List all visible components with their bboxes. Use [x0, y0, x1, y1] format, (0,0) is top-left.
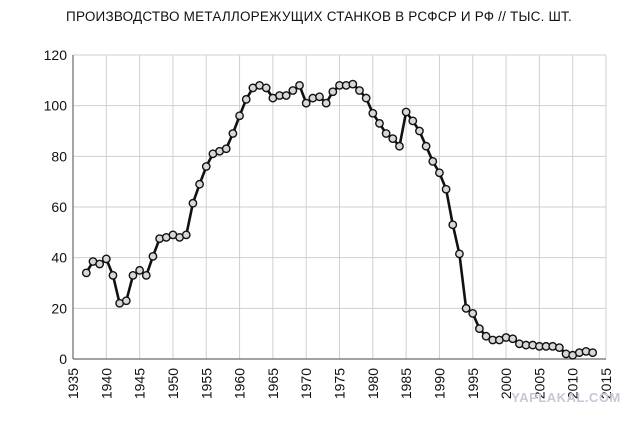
data-point: [221, 144, 231, 154]
x-tick-label: 1990: [431, 368, 447, 399]
data-point: [201, 162, 211, 171]
y-tick-label: 80: [51, 148, 67, 164]
y-tick-labels: 0 20 40 60 80 100 120: [44, 47, 68, 367]
y-tick-label: 100: [44, 98, 68, 114]
data-point: [408, 116, 418, 126]
data-point: [128, 270, 138, 280]
data-point: [401, 107, 411, 117]
data-point: [108, 270, 118, 280]
chart-title: ПРОИЗВОДСТВО МЕТАЛЛОРЕЖУЩИХ СТАНКОВ В РС…: [66, 9, 572, 24]
x-tick-label: 1945: [132, 368, 148, 399]
data-point: [281, 91, 291, 100]
data-point: [381, 129, 391, 138]
x-tick-label: 1935: [65, 368, 81, 399]
data-point: [461, 303, 471, 313]
data-point: [95, 259, 105, 269]
data-point: [428, 156, 438, 166]
data-point: [375, 119, 384, 128]
data-point: [368, 108, 378, 118]
data-point: [121, 296, 131, 306]
data-point: [328, 87, 338, 97]
data-point: [241, 94, 251, 104]
data-point: [475, 324, 484, 333]
data-point: [315, 92, 324, 102]
data-point: [508, 334, 518, 344]
x-tick-label: 1970: [298, 368, 314, 399]
data-point: [188, 198, 198, 208]
data-point: [321, 98, 331, 108]
data-point: [81, 268, 91, 278]
y-tick-label: 40: [51, 250, 67, 266]
x-tick-label: 1960: [232, 368, 248, 399]
x-tick-label: 2000: [498, 368, 514, 399]
data-point: [181, 230, 191, 240]
data-point: [141, 270, 151, 280]
data-point: [588, 348, 598, 358]
data-point: [361, 93, 371, 103]
x-tick-label: 1975: [332, 368, 348, 399]
data-point: [421, 141, 431, 151]
data-point: [441, 184, 451, 194]
x-tick-label: 1995: [465, 368, 481, 399]
data-point: [415, 126, 424, 136]
watermark: YAPLAKAL.COM: [511, 390, 621, 405]
data-point: [455, 249, 464, 259]
data-point: [388, 134, 398, 144]
data-point: [288, 86, 298, 95]
data-point: [228, 129, 238, 138]
data-point: [554, 343, 564, 352]
data-point: [355, 86, 364, 95]
x-tick-label: 1980: [365, 368, 381, 399]
data-point: [261, 83, 271, 93]
x-tick-label: 1985: [398, 368, 414, 399]
grid: [72, 54, 607, 360]
data-point: [235, 111, 244, 121]
data-point: [295, 81, 304, 90]
x-tick-labels: 1935 1940 1945 1950 1955 1960 1965 1970 1975 1980…: [65, 368, 614, 399]
data-point: [195, 179, 204, 189]
x-tick-label: 1965: [265, 368, 281, 399]
axes: [72, 55, 606, 360]
x-tick-label: 2015: [598, 368, 614, 399]
data-point: [395, 141, 404, 151]
x-tick-label: 1950: [165, 368, 181, 399]
y-tick-label: 120: [44, 47, 68, 63]
data-point: [301, 98, 311, 108]
data-point: [435, 168, 444, 178]
x-tick-label: 2005: [531, 368, 547, 399]
data-point: [468, 308, 478, 318]
x-tick-label: 2010: [565, 368, 581, 399]
x-tick-label: 1940: [98, 368, 114, 399]
data-point: [101, 254, 111, 264]
data-point: [481, 331, 491, 341]
y-tick-label: 60: [51, 199, 67, 215]
data-point: [135, 265, 145, 275]
x-tick-label: 1955: [198, 368, 214, 399]
y-tick-label: 20: [51, 300, 67, 316]
data-point: [148, 251, 158, 261]
series: [81, 79, 598, 360]
data-point: [348, 79, 358, 89]
y-tick-label: 0: [59, 351, 67, 367]
data-point: [448, 220, 458, 230]
